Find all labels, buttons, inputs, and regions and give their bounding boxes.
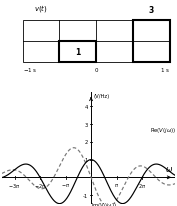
- Bar: [59, 42, 96, 63]
- Text: $\mathrm{Im}(V(j\omega))$: $\mathrm{Im}(V(j\omega))$: [91, 200, 117, 206]
- Text: $\mathrm{Re}(V(j\omega))$: $\mathrm{Re}(V(j\omega))$: [150, 125, 176, 134]
- Text: -1: -1: [83, 193, 88, 198]
- Text: $2\pi$: $2\pi$: [138, 181, 146, 189]
- Text: (V/Hz): (V/Hz): [93, 94, 109, 99]
- Text: $-1\ \mathrm{s}$: $-1\ \mathrm{s}$: [23, 66, 37, 74]
- Text: $\omega$: $\omega$: [165, 165, 173, 174]
- Text: $1\ \mathrm{s}$: $1\ \mathrm{s}$: [160, 66, 170, 74]
- Text: 2: 2: [85, 140, 88, 145]
- Text: $v(t)$: $v(t)$: [34, 3, 48, 14]
- Text: 1: 1: [85, 157, 88, 162]
- Text: $-2\pi$: $-2\pi$: [34, 181, 46, 189]
- Text: 1: 1: [75, 48, 81, 57]
- Text: 3: 3: [85, 122, 88, 127]
- Bar: [23, 21, 170, 63]
- Text: 4: 4: [85, 104, 88, 109]
- Text: $-\pi$: $-\pi$: [61, 181, 70, 188]
- Text: $-3\pi$: $-3\pi$: [8, 181, 21, 189]
- Bar: [133, 21, 170, 63]
- Text: $\pi$: $\pi$: [114, 181, 119, 188]
- Text: $0$: $0$: [94, 66, 99, 74]
- Text: 3: 3: [149, 6, 154, 15]
